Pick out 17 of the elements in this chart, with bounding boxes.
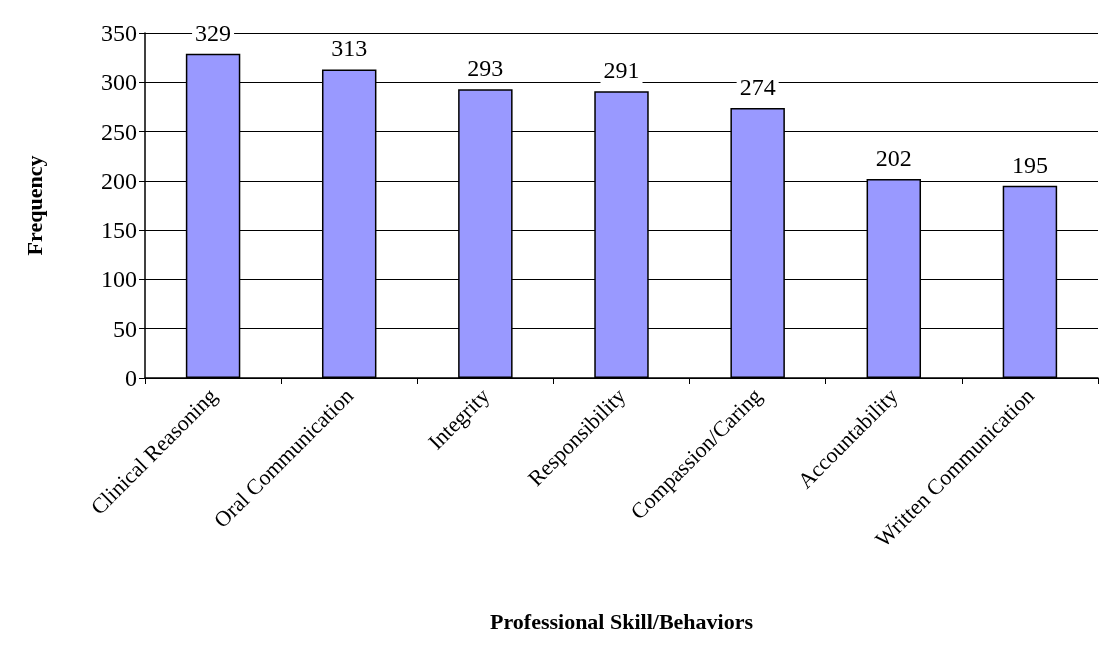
y-tick-label: 350: [101, 20, 137, 46]
data-label: 291: [603, 57, 640, 84]
data-label: 274: [739, 73, 776, 100]
y-tick-label: 200: [101, 167, 137, 194]
y-axis-title: Frequency: [21, 155, 47, 256]
data-label: 202: [875, 144, 912, 171]
y-tick-label: 100: [101, 266, 137, 293]
y-tick-label: 300: [101, 69, 137, 96]
data-label: 329: [195, 19, 232, 46]
y-tick-label: 0: [125, 365, 137, 391]
data-label: 195: [1011, 151, 1048, 178]
data-label: 313: [331, 35, 368, 62]
y-tick-label: 50: [113, 315, 137, 342]
x-axis-title: Professional Skill/Behaviors: [489, 608, 754, 634]
y-tick-label: 250: [101, 118, 137, 145]
y-tick-label: 150: [101, 217, 137, 244]
data-label: 293: [467, 55, 504, 82]
